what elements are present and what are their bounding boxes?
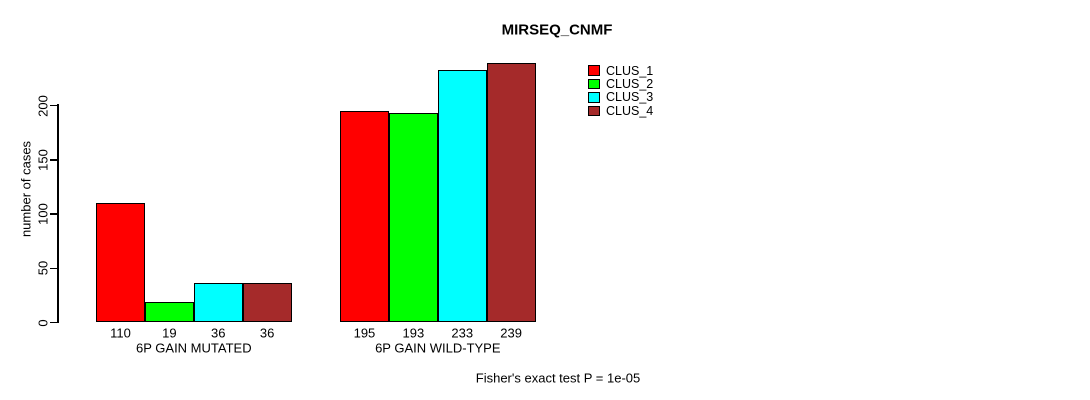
bar-value-label: 195 bbox=[353, 325, 376, 341]
y-tick-label: 50 bbox=[35, 261, 51, 276]
legend-label: CLUS_3 bbox=[606, 90, 654, 105]
y-tick-mark bbox=[50, 321, 58, 324]
legend-swatch-clus_4 bbox=[588, 105, 600, 117]
bar-clus_1-group1 bbox=[96, 203, 145, 323]
bar-value-label: 193 bbox=[402, 325, 425, 341]
legend-label: CLUS_2 bbox=[606, 77, 654, 92]
bar-value-label: 110 bbox=[110, 325, 131, 341]
bar-value-label: 239 bbox=[500, 325, 522, 341]
y-tick-mark bbox=[50, 104, 58, 107]
chart-title: MIRSEQ_CNMF bbox=[501, 21, 613, 39]
bar-value-label: 19 bbox=[162, 325, 177, 341]
legend-row-clus_1: CLUS_1 bbox=[588, 63, 654, 78]
legend: CLUS_1 CLUS_2 CLUS_3 CLUS_4 bbox=[588, 64, 653, 118]
bar-value-label: 36 bbox=[211, 325, 226, 341]
bar-clus_4-group1 bbox=[242, 283, 292, 323]
group-label: 6P GAIN WILD-TYPE bbox=[375, 340, 501, 356]
annotation-fishers-test: Fisher's exact test P = 1e-05 bbox=[475, 370, 641, 386]
group-label: 6P GAIN MUTATED bbox=[136, 340, 252, 356]
legend-row-clus_4: CLUS_4 bbox=[588, 103, 654, 118]
bar-clus_1-group2 bbox=[340, 110, 389, 323]
legend-swatch-clus_2 bbox=[588, 78, 600, 90]
bar-value-label: 233 bbox=[451, 325, 474, 341]
legend-row-clus_3: CLUS_3 bbox=[588, 90, 654, 105]
bar-clus_2-group2 bbox=[388, 113, 438, 323]
legend-swatch-clus_3 bbox=[588, 92, 600, 103]
bar-clus_4-group2 bbox=[486, 63, 536, 323]
y-tick-mark bbox=[50, 159, 58, 161]
y-tick-label: 0 bbox=[35, 318, 51, 327]
y-tick-label: 200 bbox=[35, 94, 51, 117]
bar-value-label: 36 bbox=[259, 325, 275, 341]
legend-label: CLUS_1 bbox=[606, 63, 654, 78]
legend-label: CLUS_4 bbox=[606, 103, 654, 118]
bar-clus_3-group1 bbox=[193, 283, 243, 323]
y-tick-mark bbox=[50, 213, 58, 215]
legend-row-clus_2: CLUS_2 bbox=[588, 77, 654, 92]
y-axis-label: number of cases bbox=[18, 140, 34, 238]
y-tick-label: 150 bbox=[35, 148, 51, 171]
y-tick-mark bbox=[50, 267, 58, 269]
bar-clus_2-group1 bbox=[144, 301, 194, 323]
legend-swatch-clus_1 bbox=[588, 65, 600, 76]
bar-clus_3-group2 bbox=[437, 69, 487, 323]
y-tick-label: 100 bbox=[35, 203, 51, 225]
